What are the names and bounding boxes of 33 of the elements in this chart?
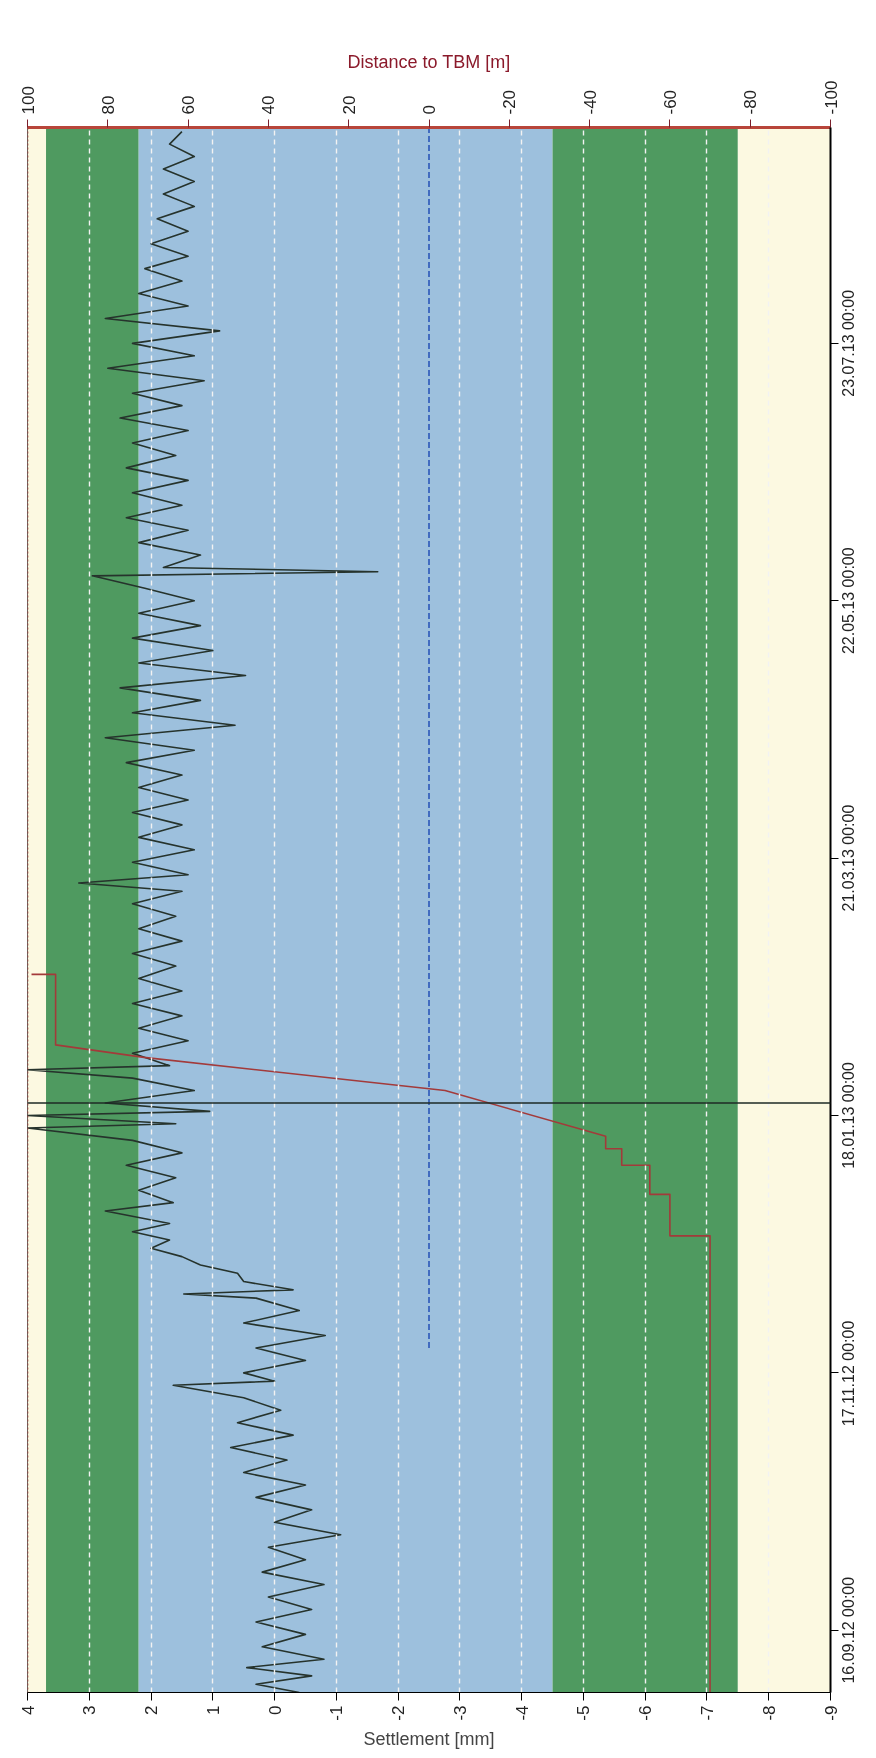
x2-tick-label: -40 (580, 89, 600, 115)
y-tick-label: 16.09.12 00:00 (840, 1576, 857, 1684)
x-tick-label: -4 (512, 1705, 532, 1721)
x-tick-label: 1 (203, 1705, 223, 1715)
x-tick-label: 3 (80, 1705, 100, 1715)
x2-tick-label: 20 (339, 95, 359, 115)
y-tick-label: 22.05.13 00:00 (840, 547, 857, 655)
x2-tick-label: 80 (98, 95, 118, 115)
x-tick-label: 2 (142, 1705, 162, 1715)
y-tick-label: 17.11.12 00:00 (840, 1320, 857, 1427)
x2-tick-label: 60 (179, 95, 199, 115)
x2-tick-label: -80 (741, 89, 761, 115)
x-tick-label: -7 (697, 1705, 717, 1721)
x2-tick-label: 40 (259, 95, 279, 115)
y-tick-label: 21.03.13 00:00 (840, 804, 857, 912)
x-tick-label: 4 (18, 1705, 38, 1715)
x-tick-label: -5 (574, 1705, 594, 1721)
x-tick-label: -3 (450, 1705, 470, 1721)
x2-tick-label: -60 (660, 89, 680, 115)
x2-tick-label: 100 (18, 86, 38, 115)
y-tick-label: 18.01.13 00:00 (840, 1061, 857, 1169)
x-tick-label: -1 (327, 1705, 347, 1721)
x2-tick-label: -100 (821, 80, 841, 115)
y-tick-label: 23.07.13 00:00 (840, 289, 857, 397)
x2-tick-label: 0 (420, 105, 439, 115)
x-tick-label: 0 (265, 1705, 285, 1715)
x2-axis-title: Distance to TBM [m] (347, 52, 511, 73)
x-tick-label: -8 (759, 1705, 779, 1721)
x2-tick-label: -20 (500, 89, 520, 115)
x-tick-label: -6 (636, 1705, 656, 1721)
x-tick-label: -2 (389, 1705, 409, 1721)
x-axis-title: Settlement [mm] (363, 1728, 495, 1749)
x-tick-label: -9 (821, 1705, 841, 1721)
